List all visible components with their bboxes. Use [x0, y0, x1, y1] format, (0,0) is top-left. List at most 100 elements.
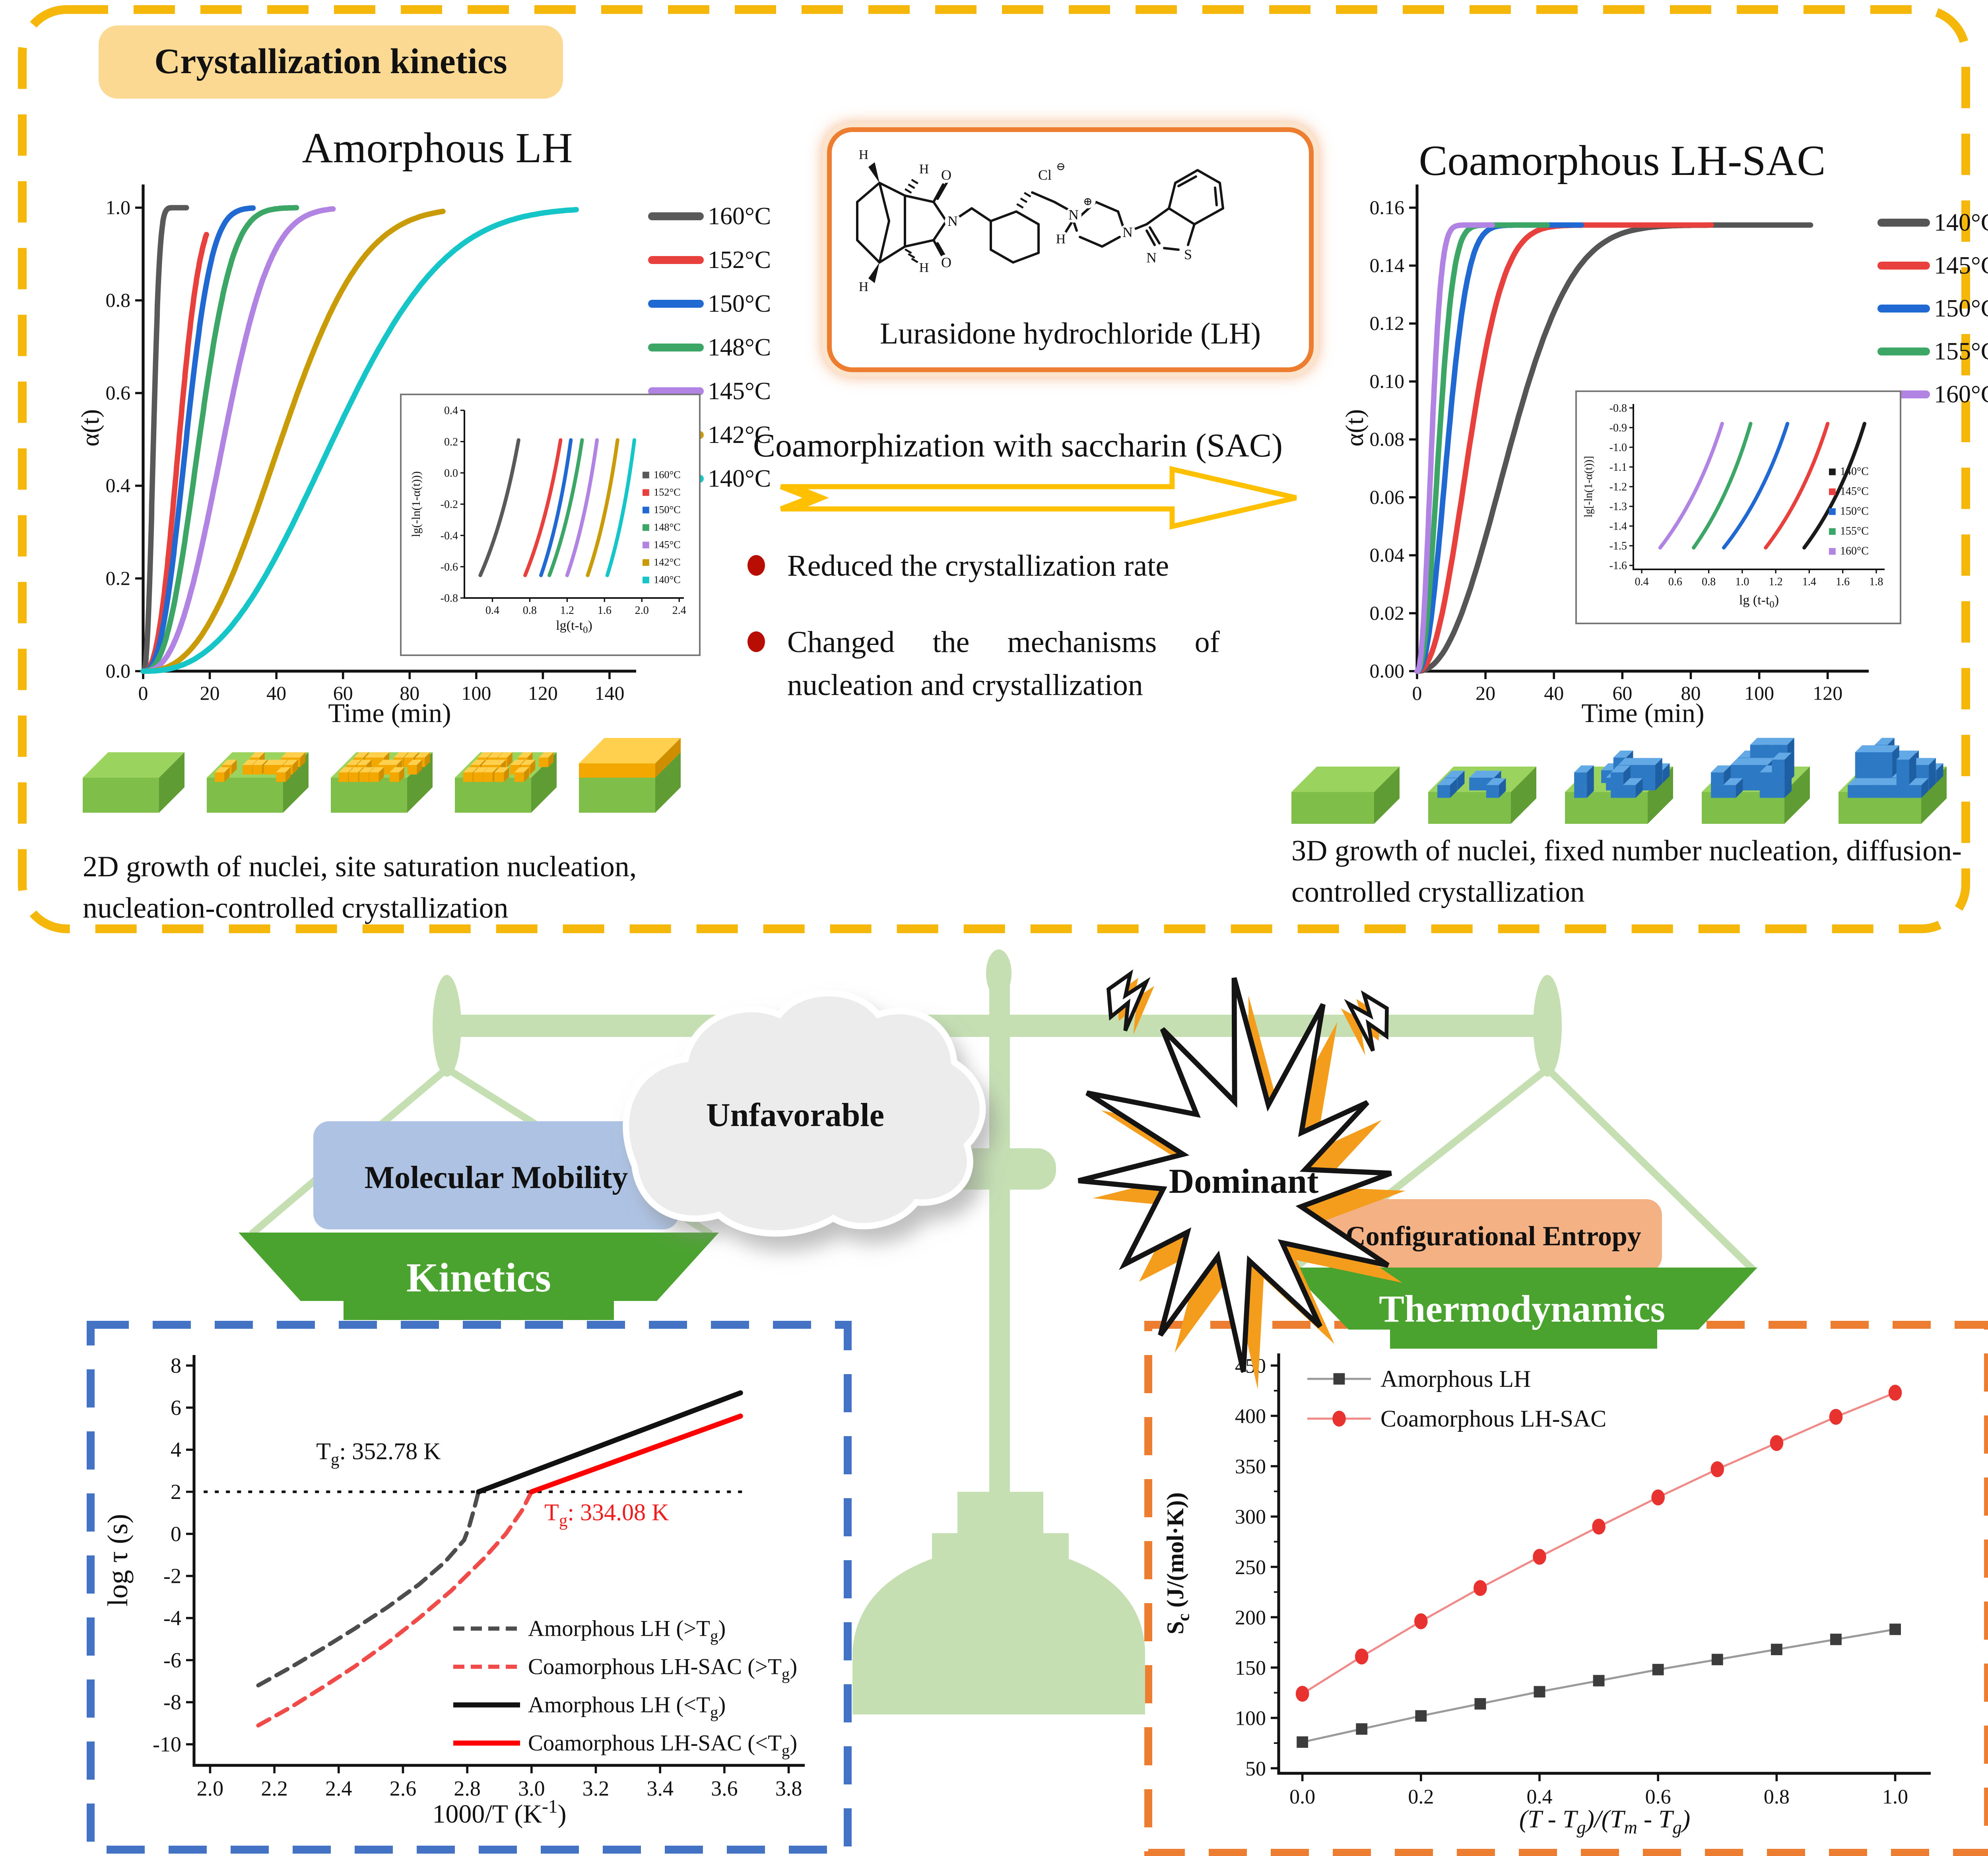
cube-top — [483, 767, 498, 773]
growth-left-caption: 2D growth of nuclei, site saturation nuc… — [83, 852, 637, 925]
label: 0.6 — [106, 382, 131, 404]
label: 300 — [1235, 1506, 1266, 1528]
bullet-dot-icon — [747, 631, 765, 652]
hash — [911, 179, 918, 184]
label: 0.0 — [106, 660, 131, 682]
cube-top — [243, 759, 258, 765]
cube-top — [487, 752, 503, 758]
inset-frame — [1575, 390, 1901, 624]
growth-stage-3 — [331, 752, 433, 813]
inset-y-label: lg[-ln(1-α(t))] — [1582, 456, 1595, 518]
cube-top — [252, 759, 268, 765]
label: 3.8 — [775, 1776, 802, 1800]
cube-top — [470, 759, 485, 765]
cube-front — [1855, 752, 1868, 765]
inset-legend-label: 160°C — [654, 468, 681, 480]
inset-curve-145°C — [565, 438, 599, 577]
cube-top — [1623, 778, 1643, 785]
cube-front — [276, 772, 286, 782]
cube-side — [1892, 745, 1899, 765]
cube-top — [1437, 778, 1457, 785]
label: 100 — [1235, 1707, 1266, 1730]
cube-front — [1574, 772, 1587, 785]
legend-label: Coamorphous LH-SAC (>Tg) — [528, 1654, 797, 1683]
label: -0.9 — [1609, 422, 1627, 434]
cube-side — [1929, 758, 1936, 778]
curve-Amorphous LH (>T_{g}) — [256, 1489, 481, 1687]
cube-top — [1574, 765, 1594, 773]
label: 0.8 — [106, 289, 131, 311]
marker — [1474, 1698, 1486, 1710]
inset-x-label: lg(t-t0) — [556, 618, 592, 635]
cube-front — [1896, 785, 1909, 798]
bond — [990, 249, 1014, 264]
wedge — [868, 262, 879, 283]
cube-side — [300, 752, 306, 767]
label: -1.3 — [1609, 501, 1627, 513]
label: 0.2 — [1408, 1786, 1434, 1808]
hash — [911, 258, 918, 264]
atom-label: Cl — [1038, 167, 1052, 183]
x-axis-label: Time (min) — [328, 698, 451, 728]
cube-top — [1867, 745, 1887, 752]
label-halo — [938, 167, 954, 183]
hash — [1016, 203, 1024, 209]
inset-plot: -0.8 -0.9 -1.0 -1.1 -1.2 -1.3 -1.4 -1.5 -1.6 0.4 0… — [1575, 390, 1901, 624]
cube-top — [338, 767, 353, 773]
label: 1.4 — [1802, 576, 1816, 588]
cube-top — [1762, 738, 1782, 745]
bullet-dot-icon — [747, 555, 765, 576]
bond — [936, 180, 949, 200]
label: 0.02 — [1370, 602, 1405, 624]
label-halo — [938, 254, 954, 270]
cube-front — [338, 772, 348, 782]
marker — [1415, 1710, 1427, 1722]
label-halo — [1053, 231, 1069, 247]
label: 0.04 — [1370, 544, 1405, 566]
inset-legend-marker — [643, 542, 649, 549]
label: -0.8 — [441, 592, 458, 605]
legend-label: 150°C — [1934, 295, 1988, 322]
cube-top — [346, 759, 361, 765]
inset-legend-marker — [1829, 488, 1836, 495]
cube-top — [510, 759, 525, 765]
bullet-1-text: Reduced the crystallization rate — [787, 550, 1169, 584]
cube-top — [514, 767, 529, 773]
cube-top — [491, 759, 506, 765]
growth-right-caption: 3D growth of nuclei, fixed number nuclea… — [1291, 837, 1962, 909]
cube-side — [1736, 778, 1743, 798]
curve-Coamorphous LH-SAC (<T_{g}) — [529, 1413, 743, 1495]
legend-label: Amorphous LH — [1380, 1366, 1531, 1392]
cube-front — [1772, 785, 1785, 798]
slab-top — [83, 752, 184, 778]
curve-160°C — [1414, 222, 1495, 674]
bond — [878, 245, 906, 264]
label-halo — [1037, 167, 1053, 183]
cube-top — [215, 767, 230, 773]
slab-side — [407, 752, 433, 813]
label: -0.6 — [441, 561, 458, 573]
cube-top — [1743, 758, 1763, 765]
curve-140°C — [1414, 222, 1813, 674]
atom-label: O — [941, 254, 951, 270]
cube-top — [1630, 758, 1650, 765]
molecule-box: O O N H H H H Cl ⊖ N ⊕ H N N S Lurasidone hydrochlorid… — [827, 127, 1314, 372]
chart-relaxation-time: 8 6 4 2 0 -2 -4 -6 -8 -10 2.0 2.2 2.4 2.6 2.8 3.0 3.2 3.4… — [102, 1353, 805, 1829]
cube-top — [1855, 745, 1875, 752]
cube-side — [379, 767, 384, 782]
label: 0.08 — [1370, 428, 1405, 450]
cube-side — [1450, 778, 1457, 798]
label: 0.8 — [1764, 1786, 1790, 1808]
inset-legend-label: 140°C — [654, 573, 681, 585]
bond — [1095, 201, 1119, 213]
inset-legend-marker — [643, 489, 649, 496]
cube-front — [1762, 745, 1775, 758]
atom-label: H — [919, 162, 929, 177]
bond — [1015, 210, 1040, 225]
process-arrow — [780, 466, 1297, 530]
slab-side — [1784, 767, 1810, 824]
cube-top — [1879, 745, 1899, 752]
inset-legend-label: 145°C — [1840, 485, 1869, 497]
x-axis-label: (T - Tg)/(Tm - Tg) — [1519, 1805, 1690, 1837]
